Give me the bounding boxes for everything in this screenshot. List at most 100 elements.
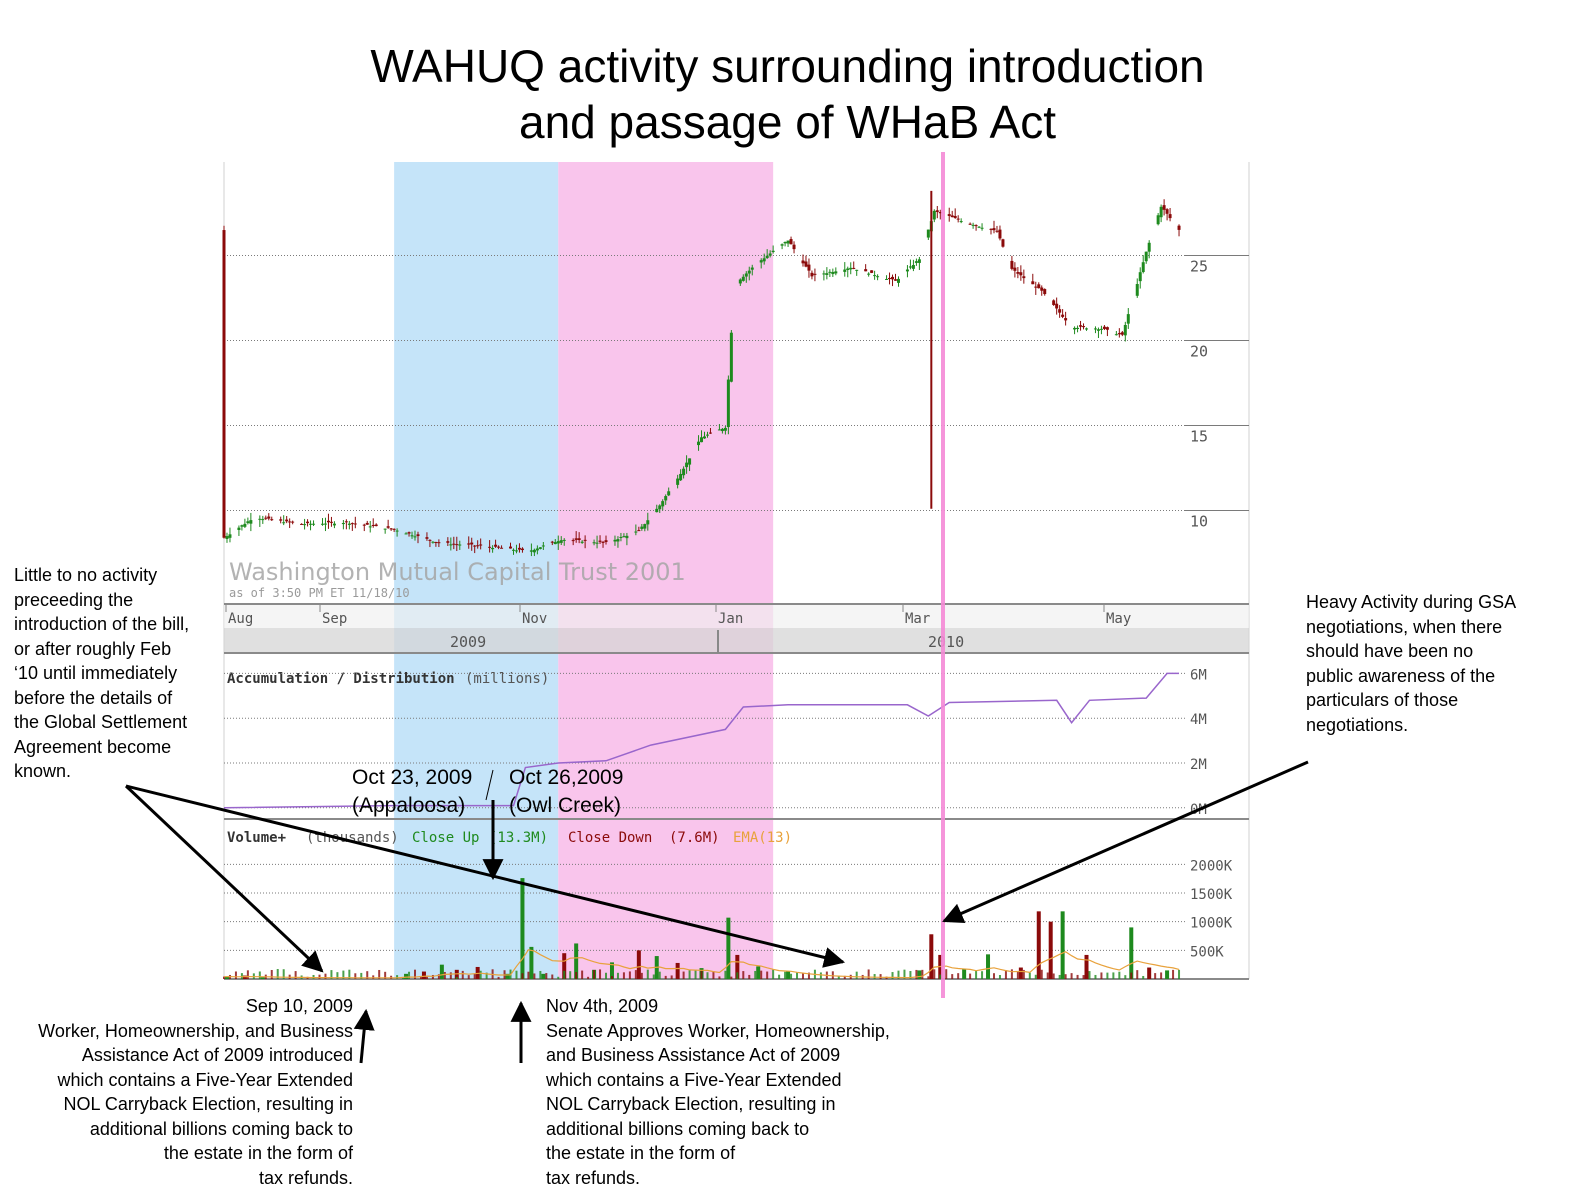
candle-body <box>413 536 417 538</box>
candle-body <box>1061 314 1065 317</box>
volume-bar-small <box>408 971 411 979</box>
candle-body <box>282 522 286 524</box>
volume-bar <box>1084 954 1089 979</box>
note-sep-line: tax refunds. <box>258 1167 353 1188</box>
volume-bar <box>242 975 247 979</box>
volume-bar-small <box>700 969 703 979</box>
candle-body <box>708 432 712 434</box>
candle-body <box>249 520 253 524</box>
note-sep-line: the estate in the form of <box>163 1143 353 1163</box>
volume-bar-small <box>933 969 936 979</box>
candle-body <box>500 547 504 549</box>
volume-bar-small <box>784 971 787 979</box>
candle-body <box>467 543 471 545</box>
volume-bar <box>986 954 991 979</box>
ad-line <box>223 672 1179 809</box>
ad-tick-label: 4M <box>1190 712 1207 728</box>
volume-bar-small <box>485 972 488 979</box>
volume-bar <box>541 973 546 979</box>
candle-body <box>497 546 501 548</box>
candle-body <box>332 523 336 526</box>
candle-body <box>780 244 784 246</box>
candle-body <box>807 264 811 271</box>
candle-body <box>511 549 515 551</box>
volume-bar-small <box>903 969 906 979</box>
volume-bar-small <box>975 970 978 979</box>
candle-body <box>258 518 262 520</box>
candle-body <box>911 264 915 269</box>
volume-bar-small <box>778 974 781 979</box>
candle-body <box>279 519 283 521</box>
volume-bar-small <box>234 971 237 979</box>
volume-bar-small <box>1130 972 1133 979</box>
note-left-line: Agreement become <box>14 736 172 757</box>
candle-body <box>888 277 892 280</box>
candle-body <box>813 273 817 275</box>
candle-body <box>285 519 289 522</box>
volume-bar-small <box>1136 970 1139 979</box>
note-owl-creek: Oct 26,2009 (Owl Creek) <box>509 764 623 820</box>
candle-body <box>1019 272 1023 276</box>
candle-body <box>353 523 357 525</box>
candle-body <box>261 519 265 521</box>
candle-body <box>309 523 313 525</box>
candle-body <box>1085 328 1089 330</box>
note-nov-line: additional billions coming back to <box>546 1118 810 1139</box>
volume-bar-small <box>939 974 942 979</box>
candle-body <box>541 545 545 547</box>
volume-bar-small <box>551 974 554 979</box>
candle-body <box>329 521 333 523</box>
candle-body <box>312 523 316 525</box>
volume-bar-small <box>664 975 667 979</box>
candle-body <box>425 537 429 539</box>
volume-bar-small <box>312 974 315 979</box>
candle-body <box>383 528 387 530</box>
candle-body <box>843 269 847 272</box>
candle-body <box>747 270 751 274</box>
volume-bar-small <box>981 971 984 979</box>
volume-bar-small <box>891 972 894 979</box>
candle-body <box>950 215 954 218</box>
ad-tick-label: 2M <box>1190 757 1207 773</box>
candle-body <box>792 244 796 250</box>
note-right-line: negotiations, when there <box>1306 616 1503 637</box>
note-appaloosa: Oct 23, 2009 (Appaloosa) <box>352 764 472 820</box>
candle-body <box>1147 242 1151 252</box>
candle-body <box>344 521 348 523</box>
volume-bar-small <box>688 970 691 979</box>
volume-bar-small <box>1010 969 1013 979</box>
ema-line <box>223 949 1180 979</box>
candle-body <box>350 523 354 525</box>
candle-body <box>995 230 999 232</box>
volume-bar-small <box>330 970 333 979</box>
volume-bar-small <box>1082 975 1085 979</box>
candle-body <box>291 521 295 523</box>
candle-body <box>428 539 432 541</box>
candle-body <box>1055 303 1059 309</box>
volume-bar-small <box>1124 975 1127 979</box>
candle-body <box>679 473 683 481</box>
volume-bar <box>454 969 459 979</box>
volume-bar-small <box>1094 974 1097 979</box>
volume-bar-small <box>1064 974 1067 979</box>
candle-body <box>688 458 692 465</box>
candle-body <box>992 228 996 231</box>
candlestick-group <box>222 199 1181 557</box>
candle-body <box>243 523 247 527</box>
volume-bar <box>1129 927 1134 979</box>
candle-body <box>867 273 871 275</box>
candle-body <box>571 540 575 542</box>
candle-body <box>658 505 662 510</box>
volume-bar-small <box>593 969 596 979</box>
volume-bar-small <box>945 969 948 979</box>
candle-body <box>917 259 921 263</box>
volume-bar-small <box>987 973 990 979</box>
candle-body <box>455 544 459 546</box>
volume-bar-small <box>1166 970 1169 979</box>
candle-body <box>347 523 351 525</box>
candle-body <box>849 267 853 270</box>
highlight-band-blue <box>394 162 559 979</box>
ad-tick-label: 6M <box>1190 667 1207 683</box>
volume-bar-small <box>587 976 590 979</box>
candle-body <box>1093 328 1097 330</box>
